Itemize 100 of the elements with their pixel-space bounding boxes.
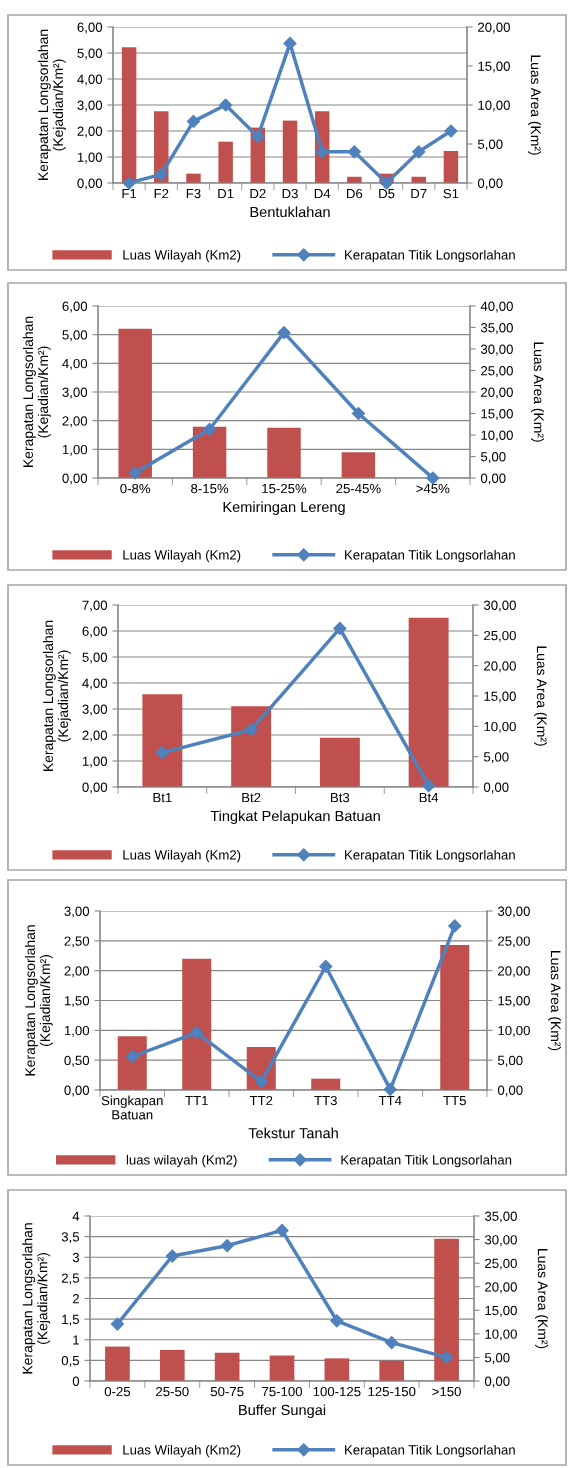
- y-tick-label: 3,00: [77, 100, 103, 112]
- y-tick-label: 2,00: [77, 126, 103, 138]
- x-tick-label: 25-50: [156, 1386, 189, 1397]
- y2-tick-label: 35,00: [480, 323, 513, 334]
- y2-tick-label: 25,00: [484, 630, 516, 642]
- y-tick-label: 0,00: [77, 178, 103, 190]
- y-tick-label: 1,00: [62, 444, 88, 456]
- y2-tick-label: 25,00: [498, 936, 530, 948]
- legend-label: Kerapatan Titik Longsorlahan: [345, 549, 515, 563]
- x-axis-title: Tingkat Pelapukan Batuan: [210, 810, 380, 825]
- y-axis-title: Kerapatan Longsorlahan (Kejadian/Km²): [42, 620, 71, 771]
- legend-label: luas wilayah (Km2): [126, 1154, 237, 1168]
- x-tick-label: 50-75: [210, 1386, 244, 1397]
- y2-tick-label: 20,00: [484, 661, 516, 673]
- x-tick-label: 0-8%: [120, 483, 151, 494]
- y-tick-label: 6,00: [82, 626, 108, 638]
- y-axis-title: Kerapatan Longsorlahan (Kejadian/Km²): [22, 316, 51, 467]
- y2-axis-title: Luas Area (Km²): [528, 55, 541, 155]
- y2-tick-label: 15,00: [484, 691, 516, 703]
- x-axis-title: Tekstur Tanah: [248, 1127, 338, 1139]
- legend-label: Kerapatan Titik Longsorlahan: [345, 249, 515, 263]
- y2-tick-label: 10,00: [484, 721, 516, 733]
- y-tick-label: 3,5: [61, 1232, 80, 1244]
- x-tick-label: F3: [186, 188, 201, 199]
- x-tick-label: Bt3: [331, 792, 350, 803]
- y2-axis-title: Luas Area (Km²): [535, 1249, 548, 1349]
- x-tick-label: 125-150: [368, 1386, 416, 1397]
- y2-axis-title: Luas Area (Km²): [531, 342, 544, 442]
- y-axis-title: Kerapatan Longsorlahan (Kejadian/Km²): [37, 29, 66, 180]
- y2-tick-label: 15,00: [481, 409, 513, 420]
- x-tick-label: 15-25%: [262, 483, 307, 494]
- x-tick-label: D1: [218, 189, 234, 199]
- y-axis-title: Kerapatan Longsorlahan (Kejadian/Km²): [22, 1223, 51, 1374]
- y-axis-title: Kerapatan Longsorlahan (Kejadian/Km²): [24, 925, 53, 1076]
- y2-tick-label: 5,00: [497, 1055, 523, 1067]
- x-tick-label: TT1: [185, 1096, 208, 1106]
- y-tick-label: 2: [72, 1294, 79, 1304]
- y-tick-label: 1: [73, 1335, 79, 1345]
- x-tick-label: F2: [154, 188, 169, 199]
- y2-tick-label: 30,00: [483, 600, 516, 612]
- y-tick-label: 4,00: [82, 678, 108, 690]
- y-tick-label: 7,00: [82, 600, 108, 612]
- y2-tick-label: 15,00: [485, 1305, 517, 1317]
- x-tick-label: >150: [432, 1386, 461, 1397]
- y-tick-label: 4: [72, 1211, 80, 1221]
- x-tick-label: TT2: [249, 1095, 273, 1106]
- x-tick-label: F1: [122, 189, 137, 199]
- y2-tick-label: 5,00: [480, 452, 506, 463]
- x-tick-label: Bt2: [242, 792, 261, 803]
- y-tick-label: 2,5: [61, 1273, 80, 1285]
- y2-tick-label: 30,00: [497, 906, 530, 918]
- legend-label: Kerapatan Titik Longsorlahan: [345, 849, 515, 863]
- x-tick-label: D7: [411, 189, 427, 199]
- y2-tick-label: 20,00: [481, 387, 513, 399]
- y-tick-label: 6,00: [77, 22, 103, 34]
- y2-tick-label: 20,00: [498, 966, 530, 978]
- x-axis-title: Kemiringan Lereng: [223, 501, 345, 516]
- y-tick-label: 2,00: [62, 416, 88, 428]
- y-tick-label: 0,50: [64, 1055, 90, 1067]
- y2-tick-label: 10,00: [481, 430, 513, 442]
- legend-label: Luas Wilayah (Km2): [123, 849, 241, 863]
- x-tick-label: 25-45%: [336, 483, 381, 494]
- y-tick-label: 5,00: [77, 48, 103, 60]
- y-tick-label: 3,00: [62, 387, 88, 399]
- x-tick-label: D4: [314, 189, 331, 199]
- y2-axis-title: Luas Area (Km²): [548, 951, 561, 1051]
- y2-tick-label: 30,00: [484, 1235, 517, 1247]
- y2-tick-label: 5,00: [483, 752, 509, 764]
- y2-tick-label: 35,00: [484, 1211, 517, 1223]
- x-tick-label: TT4: [378, 1096, 402, 1106]
- y-tick-label: 0,00: [62, 473, 88, 485]
- y2-tick-label: 25,00: [485, 1258, 517, 1270]
- y2-tick-label: 25,00: [481, 366, 513, 377]
- y-tick-label: 1,00: [77, 152, 103, 164]
- x-tick-label: 100-125: [313, 1386, 361, 1397]
- y2-tick-label: 10,00: [478, 100, 510, 112]
- x-tick-label: Singkapan Batuan: [101, 1095, 163, 1120]
- y2-tick-label: 5,00: [484, 1353, 510, 1364]
- x-tick-label: >45%: [416, 483, 450, 494]
- y-tick-label: 2,00: [82, 730, 108, 742]
- y2-tick-label: 0,00: [477, 178, 503, 190]
- legend-label: Kerapatan Titik Longsorlahan: [341, 1154, 512, 1168]
- x-tick-label: D6: [347, 188, 363, 199]
- y-tick-label: 1,50: [64, 996, 90, 1007]
- x-tick-label: TT3: [314, 1095, 337, 1106]
- legend-label: Luas Wilayah (Km2): [123, 549, 241, 563]
- x-axis-title: Bentuklahan: [250, 206, 330, 218]
- y-tick-label: 4,00: [62, 358, 88, 370]
- x-tick-label: D2: [250, 188, 266, 199]
- x-tick-label: 0-25: [104, 1386, 131, 1397]
- y2-tick-label: 0,00: [497, 1085, 523, 1097]
- y-tick-label: 2,50: [64, 936, 90, 948]
- x-tick-label: 8-15%: [191, 483, 229, 494]
- y-tick-label: 0,5: [61, 1355, 80, 1367]
- y-tick-label: 1,00: [82, 756, 108, 768]
- y-tick-label: 0,00: [64, 1085, 90, 1097]
- x-tick-label: TT5: [443, 1096, 466, 1106]
- x-tick-label: S1: [443, 188, 459, 199]
- y-tick-label: 2,00: [64, 966, 90, 978]
- y2-tick-label: 40,00: [480, 301, 513, 313]
